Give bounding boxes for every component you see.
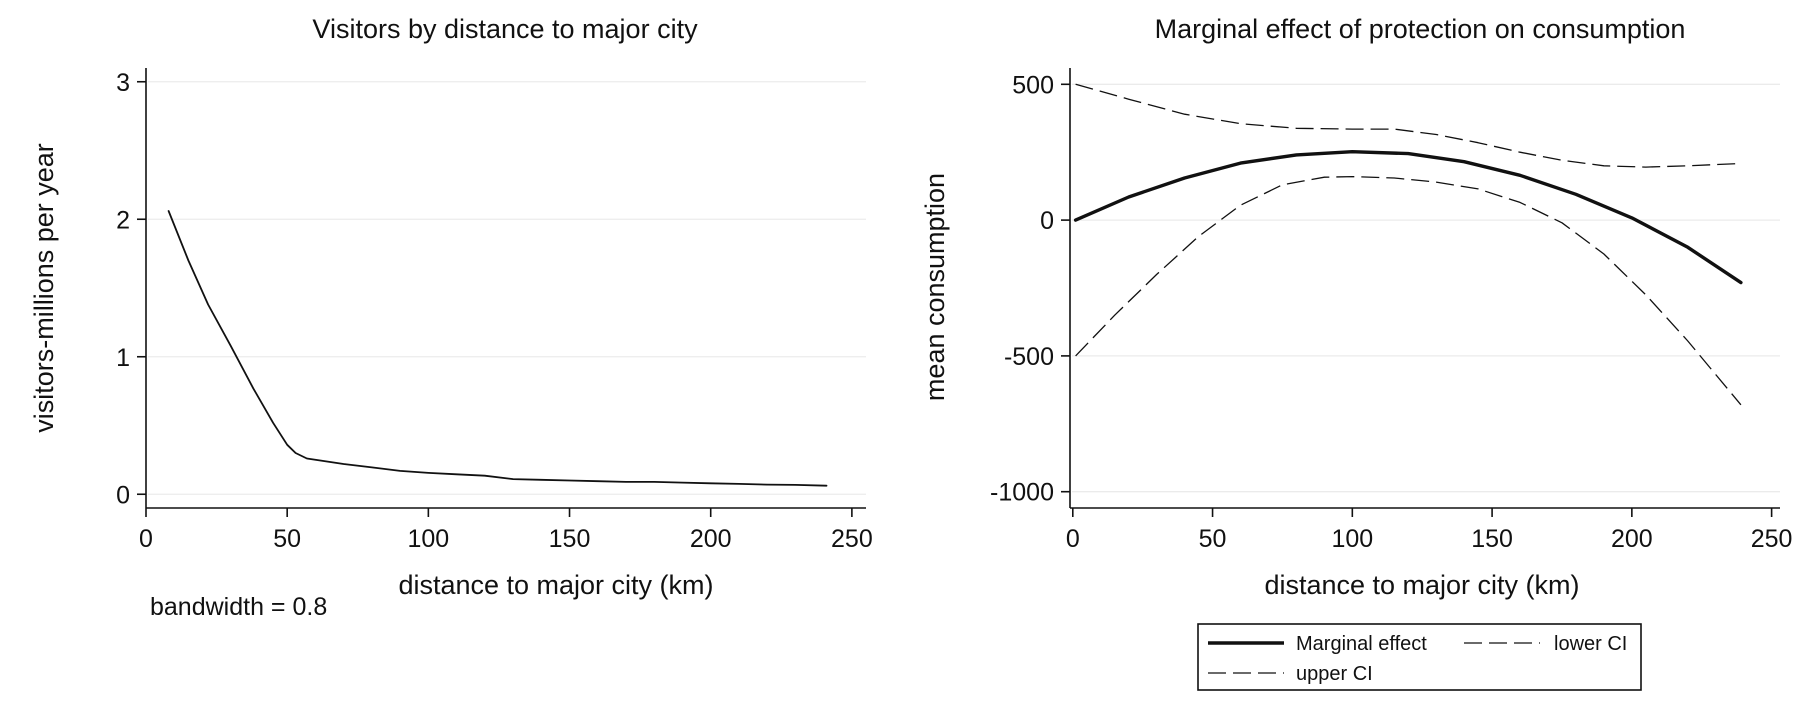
x-axis-label: distance to major city (km) [398,570,713,600]
y-tick-label: -1000 [990,479,1054,507]
legend-box [1197,623,1642,691]
x-axis-label: distance to major city (km) [1264,570,1579,600]
legend: Marginal effect lower CI upper CI [1197,623,1642,691]
y-tick-label: 3 [116,69,130,97]
chart-title: Marginal effect of protection on consump… [1155,14,1686,44]
y-tick-label: 0 [1040,207,1054,235]
y-axis-label: mean consumption [920,173,950,401]
legend-label-lower-ci: lower CI [1554,633,1627,655]
legend-label-upper-ci: upper CI [1296,663,1373,685]
x-tick-label: 150 [549,525,591,553]
x-tick-label: 50 [273,525,301,553]
series-line-lower-ci [1075,175,1742,406]
x-tick-label: 250 [1751,525,1793,553]
y-tick-label: 2 [116,206,130,234]
x-tick-label: 50 [1199,525,1227,553]
chart-visitors: Visitors by distance to major city dista… [29,14,873,621]
x-tick-label: 200 [1611,525,1653,553]
x-tick-label: 0 [1066,525,1080,553]
legend-label-marginal-effect: Marginal effect [1296,633,1427,655]
x-tick-label: 150 [1471,525,1513,553]
y-axis-label: visitors-millions per year [29,143,59,433]
y-tick-label: 0 [116,481,130,509]
x-tick-label: 100 [1331,525,1373,553]
x-tick-label: 250 [831,525,873,553]
chart-title: Visitors by distance to major city [312,14,698,44]
y-tick-label: 500 [1012,71,1054,99]
y-tick-label: 1 [116,344,130,372]
y-tick-label: -500 [1004,343,1054,371]
x-tick-label: 100 [407,525,449,553]
bandwidth-note: bandwidth = 0.8 [150,593,327,621]
chart-marginal-effect: Marginal effect of protection on consump… [920,14,1793,691]
series-line-upper-ci [1075,83,1739,168]
series-line-marginal-effect [1073,150,1743,285]
x-tick-label: 200 [690,525,732,553]
x-tick-label: 0 [139,525,153,553]
series-line-series-0 [167,210,828,487]
